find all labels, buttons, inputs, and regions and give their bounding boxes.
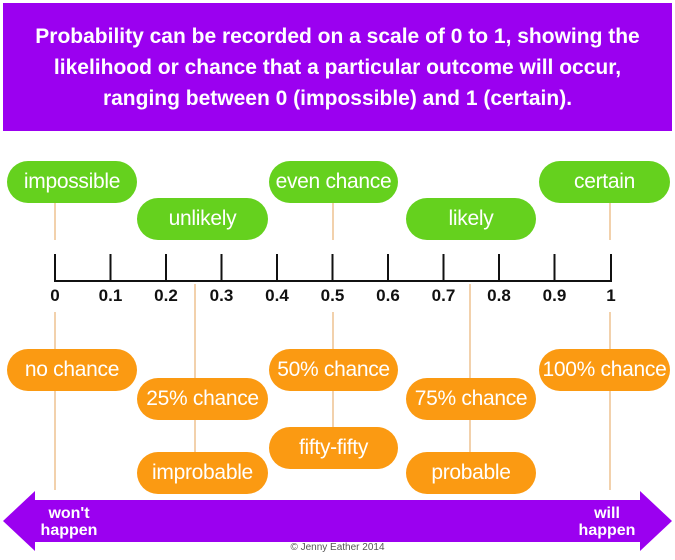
label-100-percent-chance: 100% chance xyxy=(539,349,670,391)
label-probable: probable xyxy=(406,452,536,494)
tick-label-0.9: 0.9 xyxy=(542,286,567,305)
tick-label-0.6: 0.6 xyxy=(376,286,400,305)
arrow-label-wont-happen: won't happen xyxy=(40,505,98,539)
label-75-percent-chance: 75% chance xyxy=(406,378,536,420)
number-line xyxy=(54,254,612,282)
copyright: © Jenny Eather 2014 xyxy=(290,542,385,553)
tick-label-0: 0 xyxy=(50,286,60,305)
header-banner: Probability can be recorded on a scale o… xyxy=(3,3,672,131)
label-improbable: improbable xyxy=(137,452,268,494)
tick-label-1: 1 xyxy=(606,286,616,305)
label-no-chance: no chance xyxy=(7,349,137,391)
label-50-percent-chance: 50% chance xyxy=(269,349,398,391)
arrow-label-will-happen: will happen xyxy=(578,505,636,539)
tick-label-0.7: 0.7 xyxy=(431,286,456,305)
label-impossible: impossible xyxy=(7,161,137,203)
tick-label-0.1: 0.1 xyxy=(98,286,123,305)
header-text: Probability can be recorded on a scale o… xyxy=(35,24,640,110)
label-fifty-fifty: fifty-fifty xyxy=(269,427,398,469)
label-likely: likely xyxy=(406,198,536,240)
label-certain: certain xyxy=(539,161,670,203)
double-arrow xyxy=(3,491,672,551)
tick-label-0.3: 0.3 xyxy=(209,286,234,305)
label-even-chance: even chance xyxy=(269,161,398,203)
label-unlikely: unlikely xyxy=(137,198,268,240)
tick-label-0.8: 0.8 xyxy=(487,286,511,305)
tick-label-0.5: 0.5 xyxy=(320,286,345,305)
tick-label-0.4: 0.4 xyxy=(265,286,289,305)
label-25-percent-chance: 25% chance xyxy=(137,378,268,420)
tick-label-0.2: 0.2 xyxy=(154,286,178,305)
